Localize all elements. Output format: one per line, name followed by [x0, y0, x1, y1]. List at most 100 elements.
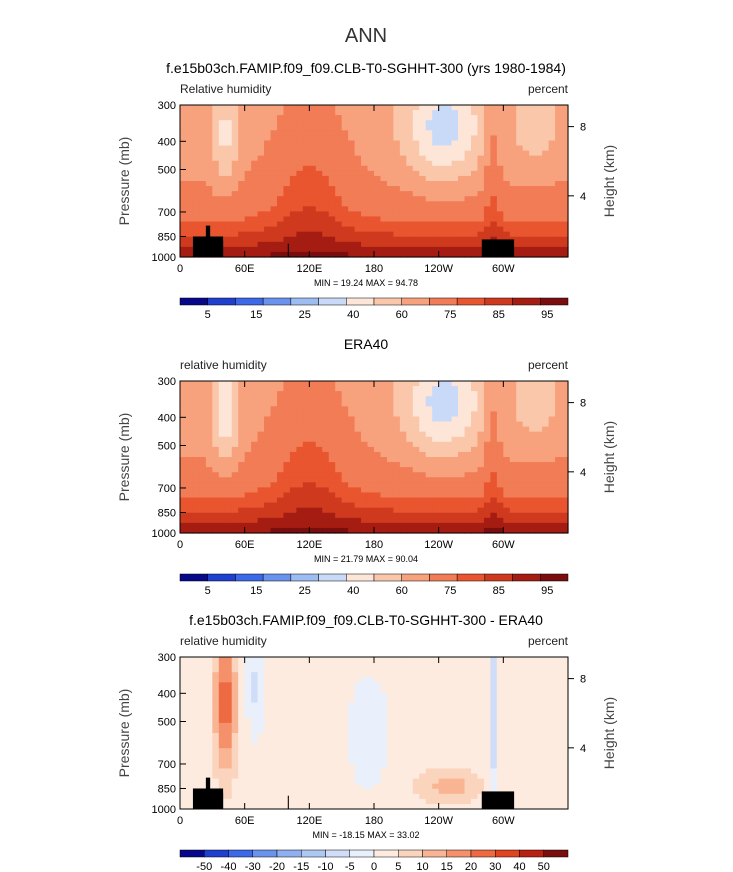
heatmap-cell — [244, 160, 252, 167]
heatmap-cell — [471, 391, 479, 397]
heatmap-cell — [264, 717, 272, 724]
heatmap-cell — [393, 105, 401, 111]
heatmap-cell — [289, 793, 297, 800]
heatmap-cell — [374, 211, 382, 218]
heatmap-cell — [264, 186, 272, 192]
heatmap-cell — [399, 130, 407, 136]
heatmap-cell — [445, 216, 453, 223]
heatmap-cell — [412, 441, 420, 448]
heatmap-cell — [522, 472, 530, 478]
heatmap-cell — [341, 236, 349, 243]
heatmap-cell — [361, 798, 369, 805]
heatmap-cell — [289, 386, 297, 392]
heatmap-cell — [270, 727, 278, 734]
heatmap-cell — [406, 763, 414, 770]
heatmap-cell — [522, 436, 530, 443]
heatmap-cell — [464, 211, 472, 218]
heatmap-cell — [412, 191, 420, 197]
heatmap-cell — [438, 727, 446, 734]
heatmap-cell — [490, 381, 498, 387]
heatmap-cell — [328, 221, 336, 228]
heatmap-cell — [231, 722, 239, 729]
heatmap-cell — [238, 702, 246, 709]
heatmap-cell — [238, 677, 246, 683]
heatmap-cell — [244, 406, 252, 412]
heatmap-cell — [361, 707, 369, 714]
heatmap-cell — [180, 231, 188, 238]
heatmap-cell — [231, 477, 239, 483]
heatmap-cell — [386, 211, 394, 218]
heatmap-cell — [283, 125, 291, 131]
heatmap-cell — [186, 477, 194, 483]
heatmap-cell — [309, 778, 317, 785]
heatmap-cell — [192, 662, 200, 668]
heatmap-cell — [277, 753, 285, 759]
heatmap-cell — [322, 411, 330, 418]
heatmap-cell — [212, 738, 220, 744]
heatmap-cell — [257, 401, 265, 407]
heatmap-cell — [315, 743, 323, 749]
heatmap-cell — [251, 712, 259, 719]
heatmap-cell — [244, 201, 252, 207]
heatmap-cell — [296, 175, 304, 182]
heatmap-cell — [451, 196, 459, 202]
heatmap-cell — [186, 662, 194, 668]
heatmap-cell — [367, 717, 375, 724]
heatmap-cell — [238, 727, 246, 734]
heatmap-cell — [309, 763, 317, 770]
heatmap-cell — [302, 482, 310, 488]
heatmap-cell — [354, 446, 362, 453]
heatmap-cell — [419, 467, 427, 473]
heatmap-cell — [322, 753, 330, 759]
heatmap-cell — [192, 391, 200, 397]
heatmap-cell — [555, 431, 563, 438]
heatmap-cell — [289, 662, 297, 668]
heatmap-cell — [386, 667, 394, 673]
colorbar-box — [318, 573, 347, 582]
heatmap-cell — [438, 451, 446, 458]
heatmap-cell — [296, 130, 304, 136]
heatmap-cell — [322, 416, 330, 423]
heatmap-cell — [496, 441, 504, 448]
heatmap-cell — [419, 105, 427, 111]
heatmap-cell — [386, 692, 394, 699]
heatmap-cell — [548, 221, 556, 228]
heatmap-cell — [529, 462, 537, 468]
heatmap-cell — [496, 472, 504, 478]
heatmap-cell — [180, 175, 188, 182]
heatmap-cell — [225, 687, 233, 694]
heatmap-cell — [180, 793, 188, 800]
heatmap-cell — [277, 497, 285, 504]
heatmap-cell — [225, 241, 233, 248]
heatmap-cell — [231, 115, 239, 121]
heatmap-cell — [277, 231, 285, 238]
heatmap-cell — [225, 477, 233, 483]
heatmap-cell — [277, 170, 285, 177]
heatmap-cell — [205, 712, 213, 719]
heatmap-cell — [555, 512, 563, 519]
heatmap-cell — [535, 246, 543, 253]
heatmap-cell — [354, 406, 362, 412]
heatmap-cell — [354, 748, 362, 754]
heatmap-cell — [509, 115, 517, 121]
heatmap-cell — [199, 467, 207, 473]
heatmap-cell — [406, 482, 414, 488]
heatmap-cell — [412, 211, 420, 218]
heatmap-cell — [335, 241, 343, 248]
heatmap-cell — [212, 150, 220, 157]
heatmap-cell — [244, 436, 252, 443]
heatmap-cell — [180, 462, 188, 468]
heatmap-cell — [315, 712, 323, 719]
heatmap-cell — [386, 251, 394, 258]
heatmap-cell — [380, 130, 388, 136]
heatmap-cell — [399, 768, 407, 775]
heatmap-cell — [218, 717, 226, 724]
heatmap-cell — [192, 155, 200, 162]
heatmap-cell — [386, 241, 394, 248]
heatmap-cell — [374, 381, 382, 387]
heatmap-cell — [393, 783, 401, 790]
heatmap-cell — [289, 733, 297, 739]
heatmap-cell — [393, 778, 401, 785]
heatmap-cell — [561, 467, 569, 473]
